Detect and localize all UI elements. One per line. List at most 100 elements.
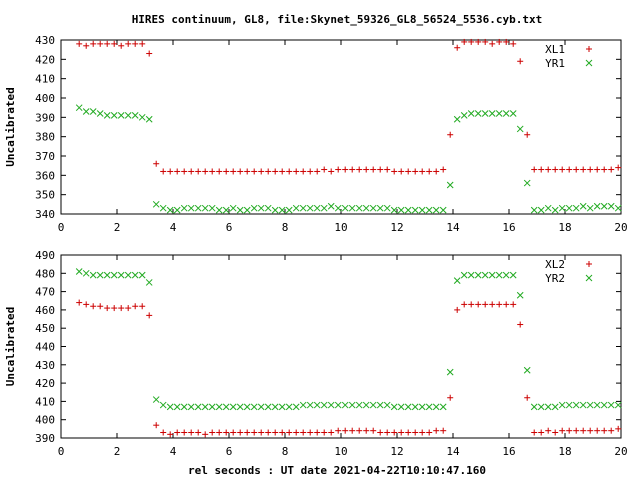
data-point bbox=[432, 403, 440, 411]
series-xl1 bbox=[76, 38, 622, 175]
data-point bbox=[489, 301, 496, 308]
series-yr2 bbox=[75, 268, 622, 411]
data-point bbox=[215, 206, 223, 214]
data-point bbox=[600, 202, 608, 210]
data-point bbox=[153, 422, 160, 429]
y-tick-label: 420 bbox=[35, 377, 55, 390]
data-point bbox=[152, 396, 160, 403]
data-point bbox=[299, 204, 307, 212]
data-point bbox=[313, 204, 321, 212]
data-point bbox=[432, 206, 440, 214]
data-point bbox=[222, 206, 230, 214]
data-point bbox=[615, 164, 622, 171]
data-point bbox=[216, 168, 223, 175]
data-point bbox=[411, 403, 419, 411]
data-point bbox=[405, 429, 412, 436]
data-point bbox=[419, 429, 426, 436]
data-point bbox=[496, 301, 503, 308]
data-point bbox=[293, 429, 300, 436]
data-point bbox=[565, 204, 573, 212]
data-point bbox=[517, 58, 524, 65]
data-point bbox=[187, 204, 195, 212]
data-point bbox=[243, 403, 251, 411]
data-point bbox=[502, 110, 510, 117]
data-point bbox=[75, 268, 83, 275]
data-point bbox=[565, 401, 573, 409]
data-point bbox=[153, 160, 160, 167]
data-point bbox=[425, 206, 433, 214]
data-point bbox=[586, 204, 594, 212]
data-point bbox=[600, 401, 608, 409]
x-tick-label: 8 bbox=[282, 221, 289, 234]
data-point bbox=[503, 301, 510, 308]
x-tick-label: 20 bbox=[614, 445, 627, 458]
legend-label-yr1: YR1 bbox=[545, 57, 565, 70]
data-point bbox=[180, 403, 188, 411]
data-point bbox=[306, 204, 314, 212]
data-point bbox=[537, 403, 545, 411]
data-point bbox=[439, 206, 447, 214]
x-tick-label: 14 bbox=[446, 221, 460, 234]
data-point bbox=[587, 166, 594, 173]
data-point bbox=[173, 403, 181, 411]
y-tick-label: 390 bbox=[35, 111, 55, 124]
data-point bbox=[405, 168, 412, 175]
legend-label-yr2: YR2 bbox=[545, 272, 565, 285]
y-tick-label: 340 bbox=[35, 208, 55, 221]
data-point bbox=[537, 206, 545, 214]
data-point bbox=[348, 204, 356, 212]
data-point bbox=[90, 40, 97, 47]
data-point bbox=[376, 401, 384, 409]
data-point bbox=[503, 38, 510, 45]
x-tick-label: 12 bbox=[390, 445, 403, 458]
data-point bbox=[307, 168, 314, 175]
data-point bbox=[509, 271, 517, 279]
y-axis-label: Uncalibrated bbox=[4, 307, 17, 386]
data-point bbox=[524, 394, 531, 401]
data-point bbox=[83, 301, 90, 308]
data-point bbox=[356, 427, 363, 434]
data-point bbox=[300, 429, 307, 436]
data-point bbox=[188, 429, 195, 436]
data-point bbox=[194, 403, 202, 411]
data-point bbox=[111, 305, 118, 312]
data-point bbox=[251, 429, 258, 436]
data-point bbox=[607, 202, 615, 210]
data-point bbox=[348, 401, 356, 409]
data-point bbox=[279, 429, 286, 436]
x-tick-label: 20 bbox=[614, 221, 627, 234]
data-point bbox=[355, 204, 363, 212]
y-tick-label: 460 bbox=[35, 304, 55, 317]
data-point bbox=[181, 429, 188, 436]
data-point bbox=[272, 429, 279, 436]
x-tick-label: 8 bbox=[282, 445, 289, 458]
data-point bbox=[488, 271, 496, 279]
data-point bbox=[551, 403, 559, 411]
data-point bbox=[593, 202, 601, 210]
data-point bbox=[433, 168, 440, 175]
plot-frame bbox=[60, 254, 622, 439]
data-point bbox=[545, 427, 552, 434]
data-point bbox=[594, 427, 601, 434]
y-tick-label: 350 bbox=[35, 189, 55, 202]
data-point bbox=[468, 301, 475, 308]
data-point bbox=[502, 271, 510, 279]
data-point bbox=[118, 42, 125, 49]
data-point bbox=[292, 403, 300, 411]
data-point bbox=[320, 401, 328, 409]
data-point bbox=[440, 427, 447, 434]
data-point bbox=[251, 168, 258, 175]
data-point bbox=[82, 108, 90, 115]
data-point bbox=[145, 115, 153, 123]
data-point bbox=[356, 166, 363, 173]
data-point bbox=[475, 38, 482, 45]
x-tick-label: 0 bbox=[58, 445, 65, 458]
data-point bbox=[194, 204, 202, 212]
data-point bbox=[377, 166, 384, 173]
data-point bbox=[271, 206, 279, 214]
data-point bbox=[412, 429, 419, 436]
data-point bbox=[482, 301, 489, 308]
data-point bbox=[286, 168, 293, 175]
data-point bbox=[307, 429, 314, 436]
y-tick-label: 410 bbox=[35, 395, 55, 408]
